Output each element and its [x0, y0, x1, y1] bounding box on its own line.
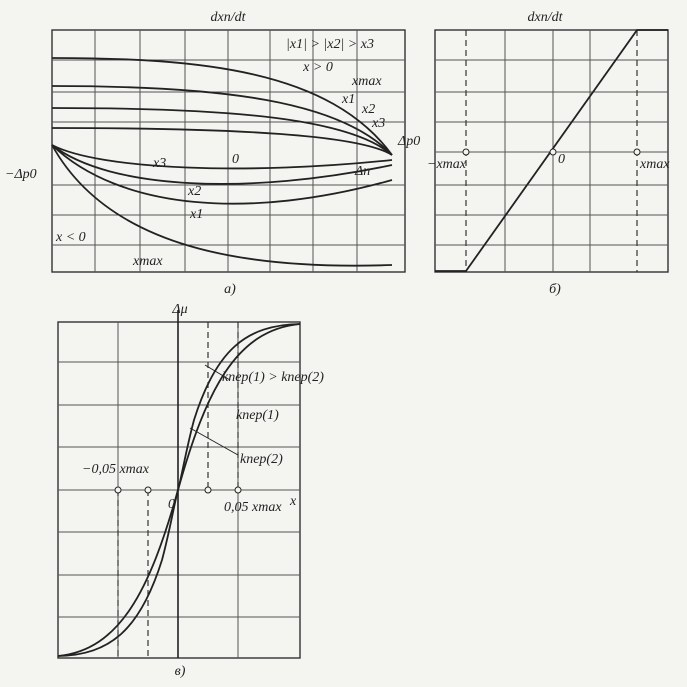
- side-label: −xmax: [427, 157, 467, 172]
- point: [633, 148, 641, 156]
- curve-label: x1: [189, 207, 203, 222]
- curve: [51, 144, 393, 267]
- curve-label: xmax: [132, 254, 163, 269]
- curve-label: kпер(2): [240, 452, 283, 467]
- point: [204, 486, 212, 494]
- frame-b: [434, 29, 669, 273]
- point: [144, 486, 152, 494]
- curve: [51, 57, 393, 156]
- curve-label: x3: [371, 116, 385, 131]
- axis-label: x: [289, 494, 297, 509]
- curve: [51, 144, 393, 205]
- side-label: Δp0: [397, 134, 420, 149]
- point: [114, 486, 122, 494]
- leader: [189, 427, 239, 456]
- curves-a: [51, 57, 393, 267]
- side-label: −Δp0: [5, 167, 37, 182]
- side-label: xmax: [639, 157, 670, 172]
- origin-label: 0: [168, 497, 175, 512]
- region-label: x > 0: [302, 60, 333, 75]
- dead-zone-label: Δп: [354, 164, 370, 179]
- caption: в): [175, 664, 186, 679]
- relation-label: kпер(1) > kпер(2): [222, 370, 324, 385]
- grid-a: [51, 29, 406, 273]
- region-label: x < 0: [55, 230, 86, 245]
- curve-label: xmax: [351, 74, 382, 89]
- caption: б): [549, 282, 561, 297]
- axis-label: dxп/dt: [528, 10, 564, 25]
- origin-label: 0: [232, 152, 239, 167]
- point: [234, 486, 242, 494]
- point: [549, 148, 557, 156]
- side-label: 0,05 xmax: [224, 500, 282, 515]
- axis-label: dxп/dt: [211, 10, 247, 25]
- curve-label: x2: [187, 184, 201, 199]
- curve: [57, 323, 301, 657]
- curve-label: x1: [341, 92, 355, 107]
- curve: [51, 144, 393, 170]
- legend: |x1| > |x2| > x3: [286, 37, 374, 52]
- axis-label: Δμ: [171, 302, 187, 317]
- curve: [51, 85, 393, 156]
- curve-label: x2: [361, 102, 375, 117]
- leader: [204, 364, 231, 381]
- point: [462, 148, 470, 156]
- caption: а): [224, 282, 236, 297]
- curve-label: x3: [152, 156, 166, 171]
- curve: [51, 107, 393, 156]
- curve-label: kпер(1): [236, 408, 279, 423]
- side-label: −0,05 xmax: [82, 462, 150, 477]
- origin-label: 0: [558, 152, 565, 167]
- curve: [51, 144, 393, 185]
- curve: [51, 127, 393, 156]
